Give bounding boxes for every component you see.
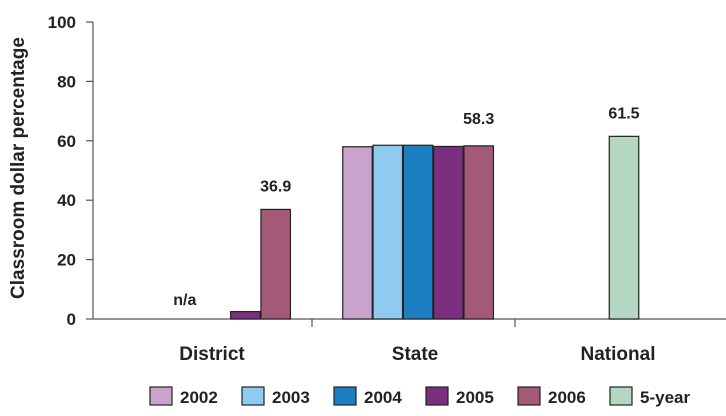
legend-swatch [425,386,449,406]
legend-item-5-year: 5-year [609,386,690,407]
legend-swatch [609,386,633,406]
bar-state-2004 [402,144,434,320]
bar-national-5-year [608,135,640,320]
data-labels: n/a 36.9 58.3 61.5 [173,105,639,309]
data-label: n/a [173,292,196,309]
legend-label: 5-year [640,388,690,407]
data-label: 58.3 [463,111,494,128]
legend: 2002 2003 2004 2005 2006 5-year [149,386,690,407]
y-tick-label: 20 [57,251,76,270]
legend-label: 2006 [548,388,586,407]
legend-item-2004: 2004 [333,386,402,407]
legend-item-2006: 2006 [517,386,586,407]
legend-item-2005: 2005 [425,386,494,407]
legend-swatch [333,386,357,406]
data-label: 36.9 [260,178,291,195]
bar-state-2003 [372,144,404,320]
x-category-label: District [179,344,245,365]
legend-label: 2002 [180,388,218,407]
bar-state-2002 [342,146,373,320]
y-tick-label: 0 [67,310,76,329]
bar-district-2005 [230,310,261,320]
legend-label: 2003 [272,388,310,407]
data-label: 61.5 [608,105,639,122]
axes: 0 20 40 60 80 100 District State National [48,13,726,365]
legend-swatch [517,386,541,406]
legend-swatch [241,386,265,406]
y-axis-label: Classroom dollar percentage [8,37,29,299]
bar-district-2006 [260,208,292,320]
y-tick-label: 100 [48,13,76,32]
y-tick-label: 60 [57,132,76,151]
bars [230,135,640,320]
legend-item-2003: 2003 [241,386,310,407]
y-tick-label: 40 [57,191,76,210]
x-category-label: State [392,344,438,365]
y-tick-label: 80 [57,72,76,91]
legend-item-2002: 2002 [149,386,218,407]
legend-label: 2004 [364,388,402,407]
bar-state-2005 [433,145,464,320]
x-category-label: National [581,344,656,365]
bar-state-2006 [463,145,495,320]
legend-swatch [149,386,173,406]
legend-label: 2005 [456,388,494,407]
